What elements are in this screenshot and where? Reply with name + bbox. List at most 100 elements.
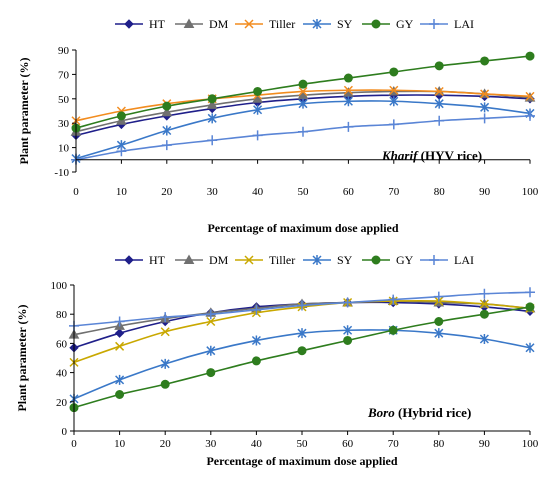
x-tick-label: 50	[298, 186, 310, 198]
point-sy-90	[480, 102, 490, 113]
x-tick-label: 40	[252, 186, 264, 198]
y-tick-label: 90	[58, 45, 70, 57]
legend-label-lai: LAI	[454, 17, 474, 31]
point-lai-30	[205, 309, 216, 320]
x-tick-label: 60	[343, 186, 355, 198]
point-sy-100	[525, 342, 535, 353]
point-sy-40	[251, 335, 261, 346]
point-lai-20	[160, 312, 171, 323]
point-sy-70	[389, 96, 399, 107]
point-tiller-100	[525, 91, 535, 101]
point-lai-70	[388, 294, 399, 305]
series-gy	[69, 302, 535, 413]
annotation-season: Kharif	[381, 148, 419, 163]
annotation-variety: (HYV rice)	[417, 148, 482, 163]
point-sy-30	[206, 345, 216, 356]
point-dm-20	[161, 106, 173, 117]
point-lai-60	[342, 297, 353, 308]
point-gy-100	[525, 51, 535, 61]
y-tick-label: -10	[54, 167, 69, 179]
x-tick-label: 0	[73, 186, 79, 198]
point-gy-30	[206, 368, 216, 378]
point-gy-70	[388, 325, 398, 335]
point-sy-50	[298, 98, 308, 109]
legend-label-gy: GY	[396, 253, 414, 267]
point-gy-20	[160, 379, 170, 389]
point-gy-30	[207, 94, 217, 104]
series-gy	[71, 51, 535, 133]
point-ht-10	[114, 328, 125, 338]
point-lai-30	[207, 135, 218, 146]
point-gy-100	[525, 302, 535, 312]
legend: HT DM Tiller SY GY LAI	[115, 253, 474, 267]
x-tick-label: 30	[205, 438, 217, 450]
legend-marker-sy	[312, 19, 322, 29]
point-tiller-90	[479, 299, 489, 309]
point-tiller-30	[206, 316, 216, 327]
x-tick-label: 10	[116, 186, 128, 198]
point-gy-90	[480, 56, 490, 66]
point-lai-90	[479, 113, 490, 124]
y-tick-label: 20	[56, 397, 68, 409]
point-gy-20	[162, 101, 172, 111]
point-tiller-50	[298, 86, 308, 97]
point-lai-40	[252, 130, 263, 141]
chart-boro: HT DM Tiller SY GY LAI 0 20 40 60 80 100 0 10 20 30 40 50…	[15, 253, 539, 468]
x-tick-label: 10	[114, 438, 126, 450]
point-gy-60	[343, 73, 353, 83]
point-gy-10	[116, 111, 126, 121]
point-gy-80	[434, 317, 444, 326]
y-tick-label: 0	[62, 426, 68, 438]
point-tiller-60	[343, 85, 353, 95]
point-sy-50	[297, 328, 307, 339]
x-tick-label: 20	[160, 438, 172, 450]
point-tiller-80	[434, 86, 444, 97]
y-axis-title: Plant parameter (%)	[15, 304, 29, 411]
legend-label-sy: SY	[337, 253, 353, 267]
x-tick-label: 70	[388, 438, 400, 450]
point-lai-80	[434, 115, 445, 126]
legend-label-sy: SY	[337, 17, 353, 31]
y-tick-label: 10	[58, 143, 70, 155]
x-tick-label: 30	[207, 186, 219, 198]
axes: -10 10 30 50 70 90 0 10 20 30 40 50 60 70 80 90 100	[54, 45, 538, 198]
point-lai-100	[525, 110, 535, 121]
legend-label-tiller: Tiller	[269, 17, 295, 31]
legend-marker-dm	[183, 254, 195, 264]
annotation-season: Boro	[367, 405, 395, 420]
y-tick-label: 30	[58, 118, 70, 130]
point-dm-30	[206, 99, 218, 109]
point-lai-20	[161, 140, 172, 151]
point-gy-80	[434, 61, 444, 71]
legend-marker-lai	[429, 19, 439, 29]
chart-annotation: Kharif (HYV rice)	[381, 148, 482, 163]
x-tick-label: 80	[434, 186, 446, 198]
point-lai-50	[298, 126, 308, 137]
y-tick-label: 50	[58, 94, 70, 106]
point-sy-10	[115, 374, 125, 385]
point-sy-90	[479, 334, 489, 345]
y-tick-label: 60	[56, 338, 68, 350]
point-gy-50	[297, 346, 307, 356]
x-tick-label: 20	[161, 186, 173, 198]
legend-label-dm: DM	[209, 17, 229, 31]
y-tick-label: 40	[56, 368, 68, 380]
x-tick-label: 40	[251, 438, 263, 450]
point-lai-40	[251, 304, 262, 315]
x-tick-label: 80	[433, 438, 445, 450]
series-lai	[69, 287, 535, 331]
x-tick-label: 90	[479, 186, 491, 198]
point-tiller-90	[480, 89, 490, 99]
legend-marker-gy	[371, 19, 381, 29]
point-gy-50	[298, 79, 308, 89]
legend-label-ht: HT	[149, 17, 166, 31]
point-sy-40	[253, 104, 263, 115]
point-lai-10	[114, 316, 125, 327]
y-tick-label: 70	[58, 69, 70, 81]
axes: 0 20 40 60 80 100 0 10 20 30 40 50 60 70 80 90 100	[51, 280, 539, 450]
point-sy-20	[162, 125, 172, 136]
point-lai-60	[343, 121, 354, 132]
legend-label-lai: LAI	[454, 253, 474, 267]
y-axis-title: Plant parameter (%)	[17, 57, 31, 164]
